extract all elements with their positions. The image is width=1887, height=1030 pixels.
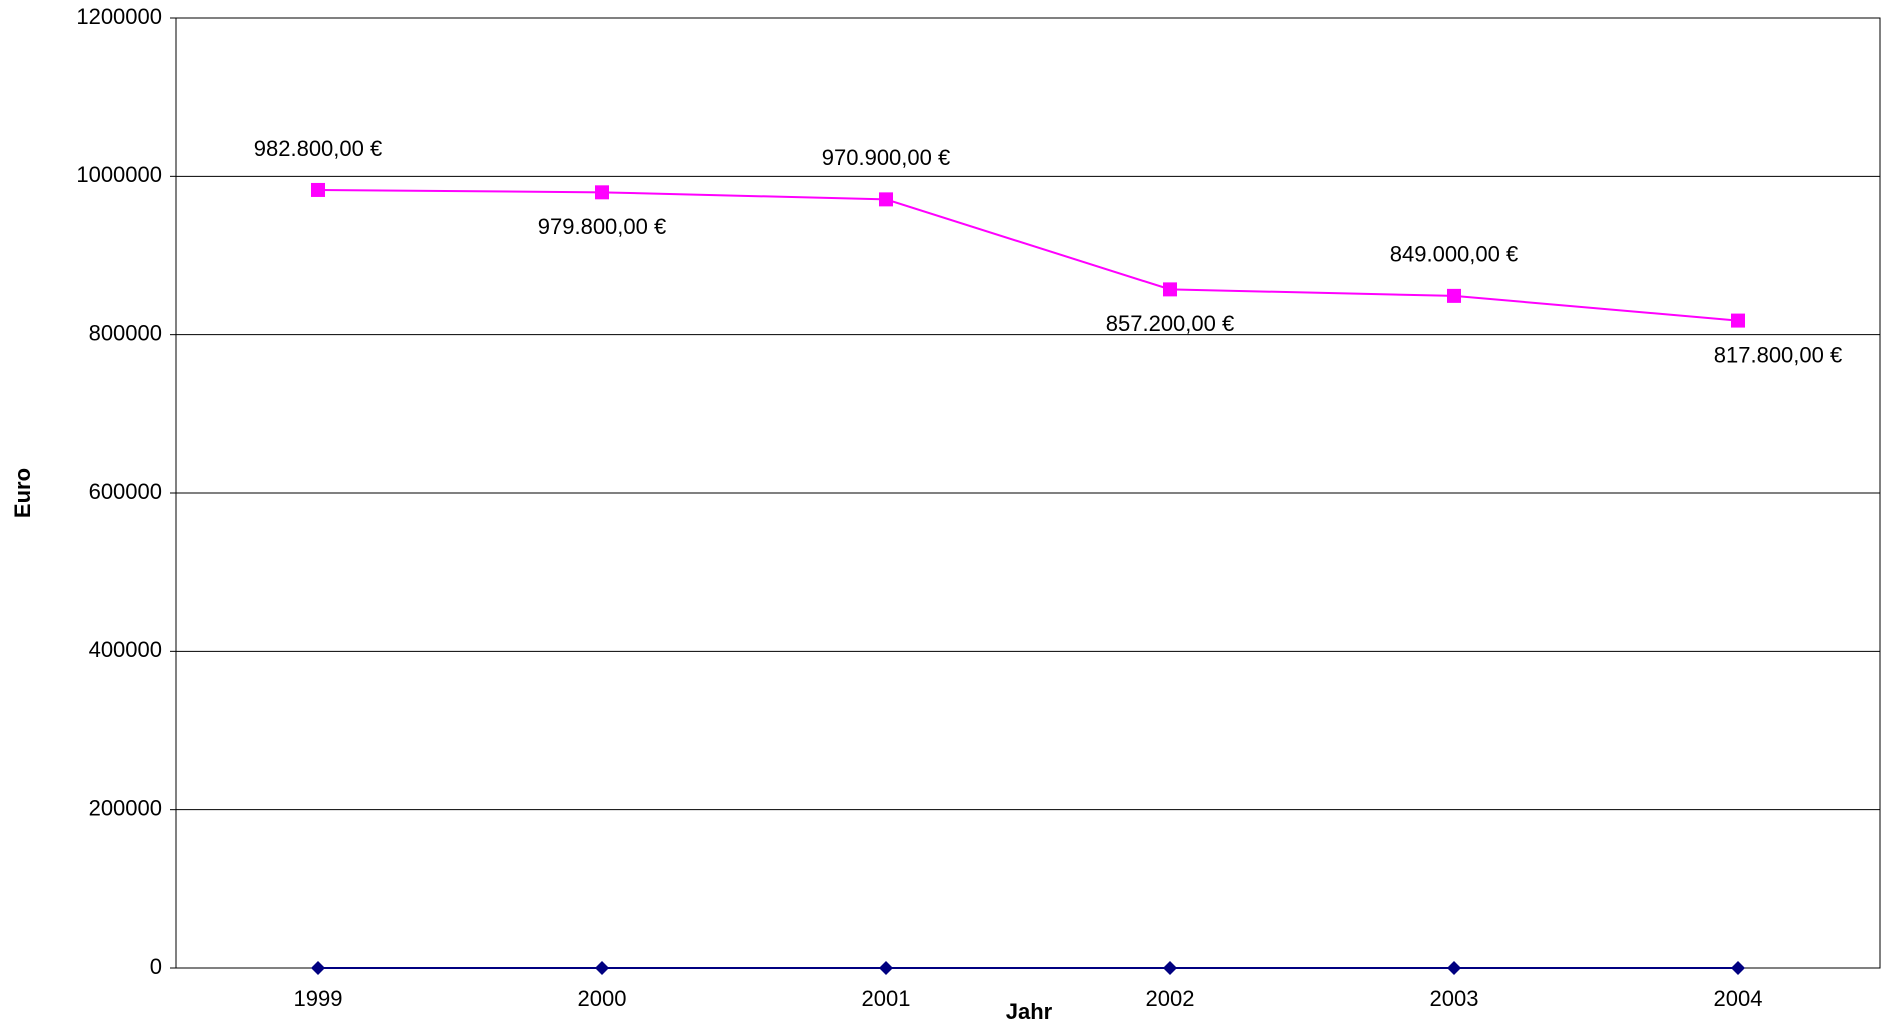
data-label: 857.200,00 € xyxy=(1106,311,1234,336)
x-tick-label: 2001 xyxy=(862,986,911,1011)
x-tick-label: 2004 xyxy=(1714,986,1763,1011)
marker xyxy=(1163,282,1177,297)
marker xyxy=(311,182,325,197)
marker xyxy=(311,961,325,975)
marker xyxy=(595,961,609,975)
x-tick-label: 1999 xyxy=(294,986,343,1011)
y-tick-label: 600000 xyxy=(89,479,162,504)
marker xyxy=(1447,288,1461,303)
marker xyxy=(879,192,893,207)
x-tick-label: 2000 xyxy=(578,986,627,1011)
x-axis-title: Jahr xyxy=(1006,999,1053,1024)
y-tick-label: 400000 xyxy=(89,637,162,662)
data-label: 817.800,00 € xyxy=(1714,342,1842,367)
data-label: 982.800,00 € xyxy=(254,136,382,161)
y-tick-label: 800000 xyxy=(89,320,162,345)
y-tick-label: 200000 xyxy=(89,795,162,820)
y-tick-label: 1200000 xyxy=(76,4,162,29)
marker xyxy=(879,961,893,975)
series-line xyxy=(317,188,1739,322)
data-label: 970.900,00 € xyxy=(822,145,950,170)
marker xyxy=(1163,961,1177,975)
x-tick-label: 2003 xyxy=(1430,986,1479,1011)
marker xyxy=(1447,961,1461,975)
x-tick-label: 2002 xyxy=(1146,986,1195,1011)
marker xyxy=(595,185,609,200)
y-tick-label: 0 xyxy=(150,954,162,979)
data-label: 979.800,00 € xyxy=(538,214,666,239)
data-label: 849.000,00 € xyxy=(1390,242,1518,267)
y-tick-label: 1000000 xyxy=(76,162,162,187)
marker xyxy=(1731,961,1745,975)
y-axis-title: Euro xyxy=(10,468,35,518)
marker xyxy=(1731,313,1745,328)
